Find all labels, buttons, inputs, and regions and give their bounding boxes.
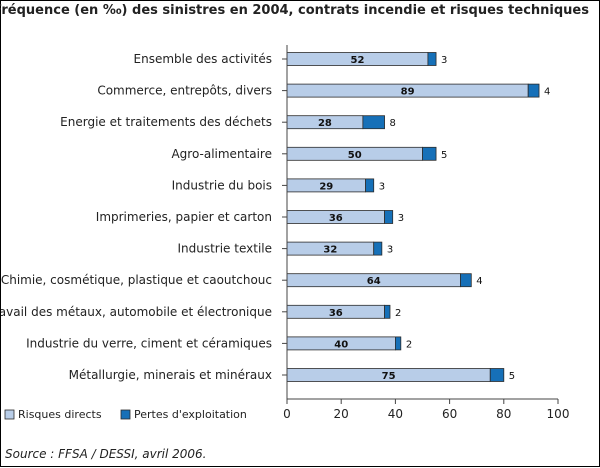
bar-pertes-exploitation: [427, 52, 437, 66]
category-label: Travail des métaux, automobile et électr…: [1, 305, 272, 319]
category-label: Energie et traitements des déchets: [60, 115, 272, 129]
chart-source: Source : FFSA / DESSI, avril 2006.: [5, 447, 207, 461]
value-label-pertes-exploitation: 2: [395, 308, 401, 319]
legend-swatch-risques-directs: [4, 409, 15, 420]
category-label: Ensemble des activités: [134, 52, 273, 66]
chart-title: Fréquence (en ‰) des sinistres en 2004, …: [0, 3, 589, 18]
value-label-pertes-exploitation: 3: [379, 181, 385, 192]
value-label-risques-directs: 50: [348, 150, 362, 161]
category-label: Imprimeries, papier et carton: [96, 210, 272, 224]
value-label-risques-directs: 36: [329, 213, 343, 224]
value-label-pertes-exploitation: 5: [441, 150, 447, 161]
value-label-risques-directs: 64: [367, 276, 381, 287]
value-label-risques-directs: 28: [318, 118, 332, 129]
bar-pertes-exploitation: [422, 146, 437, 161]
value-label-pertes-exploitation: 8: [390, 118, 396, 129]
value-label-risques-directs: 89: [401, 87, 415, 98]
category-label: Agro-alimentaire: [171, 147, 272, 161]
category-label: Industrie textile: [177, 242, 272, 256]
x-tick-label: 100: [547, 407, 570, 421]
bar-pertes-exploitation: [384, 210, 394, 224]
category-label: Commerce, entrepôts, divers: [97, 84, 272, 98]
x-tick-label: 80: [496, 407, 511, 421]
bar-pertes-exploitation: [384, 304, 391, 319]
value-label-pertes-exploitation: 3: [441, 55, 447, 66]
x-tick-label: 20: [334, 407, 349, 421]
value-label-risques-directs: 29: [319, 181, 333, 192]
value-label-pertes-exploitation: 3: [398, 213, 404, 224]
category-label: Métallurgie, minerais et minéraux: [69, 368, 272, 382]
bar-pertes-exploitation: [460, 273, 472, 288]
value-label-risques-directs: 36: [329, 308, 343, 319]
legend-swatch-pertes-exploitation: [120, 409, 131, 420]
value-label-pertes-exploitation: 5: [509, 371, 515, 382]
value-label-risques-directs: 32: [323, 245, 337, 256]
value-label-pertes-exploitation: 4: [476, 276, 482, 287]
legend-label-risques-directs: Risques directs: [18, 408, 102, 421]
value-label-risques-directs: 52: [350, 55, 364, 66]
bar-pertes-exploitation: [489, 368, 505, 382]
category-label: Chimie, cosmétique, plastique et caoutch…: [1, 273, 272, 287]
category-label: Industrie du verre, ciment et céramiques: [26, 336, 272, 350]
bar-pertes-exploitation: [394, 336, 402, 351]
value-label-risques-directs: 40: [334, 339, 348, 350]
x-tick-label: 40: [388, 407, 403, 421]
value-label-pertes-exploitation: 3: [387, 245, 393, 256]
value-label-pertes-exploitation: 4: [544, 87, 550, 98]
bar-pertes-exploitation: [365, 178, 375, 193]
bar-pertes-exploitation: [373, 241, 383, 256]
x-tick-label: 60: [442, 407, 457, 421]
bar-pertes-exploitation: [362, 115, 385, 130]
value-label-risques-directs: 75: [382, 371, 396, 382]
legend-label-pertes-exploitation: Pertes d'exploitation: [134, 408, 247, 421]
bar-pertes-exploitation: [527, 83, 540, 98]
x-tick-label: 0: [283, 407, 291, 421]
category-label: Industrie du bois: [172, 178, 272, 192]
value-label-pertes-exploitation: 2: [406, 339, 412, 350]
